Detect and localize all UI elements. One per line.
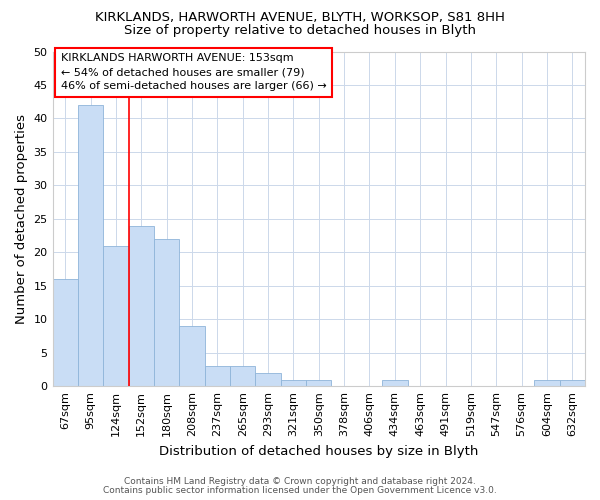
Bar: [230, 366, 256, 386]
Text: Contains HM Land Registry data © Crown copyright and database right 2024.: Contains HM Land Registry data © Crown c…: [124, 477, 476, 486]
Bar: [78, 105, 103, 386]
Bar: [306, 380, 331, 386]
Text: KIRKLANDS HARWORTH AVENUE: 153sqm
← 54% of detached houses are smaller (79)
46% : KIRKLANDS HARWORTH AVENUE: 153sqm ← 54% …: [61, 53, 326, 91]
Bar: [154, 239, 179, 386]
Bar: [53, 279, 78, 386]
X-axis label: Distribution of detached houses by size in Blyth: Distribution of detached houses by size …: [159, 444, 478, 458]
Bar: [256, 373, 281, 386]
Y-axis label: Number of detached properties: Number of detached properties: [15, 114, 28, 324]
Text: KIRKLANDS, HARWORTH AVENUE, BLYTH, WORKSOP, S81 8HH: KIRKLANDS, HARWORTH AVENUE, BLYTH, WORKS…: [95, 11, 505, 24]
Text: Contains public sector information licensed under the Open Government Licence v3: Contains public sector information licen…: [103, 486, 497, 495]
Bar: [205, 366, 230, 386]
Bar: [382, 380, 407, 386]
Bar: [128, 226, 154, 386]
Bar: [534, 380, 560, 386]
Bar: [179, 326, 205, 386]
Bar: [103, 246, 128, 386]
Bar: [560, 380, 585, 386]
Text: Size of property relative to detached houses in Blyth: Size of property relative to detached ho…: [124, 24, 476, 37]
Bar: [281, 380, 306, 386]
